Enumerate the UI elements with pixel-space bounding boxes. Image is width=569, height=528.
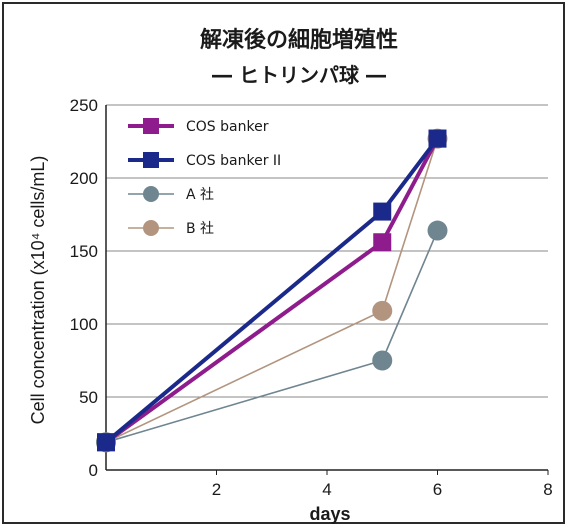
y-tick-label: 100	[70, 315, 98, 334]
legend-marker-square	[143, 118, 159, 134]
legend-marker-circle	[143, 186, 159, 202]
chart-subtitle: ― ヒトリンパ球 ―	[212, 63, 386, 87]
x-tick-label: 8	[543, 480, 552, 499]
legend: COS banker COS banker II A 社 B 社	[128, 118, 281, 237]
data-point-circle	[372, 300, 393, 321]
chart-title: 解凍後の細胞増殖性	[200, 27, 398, 53]
data-point-square	[97, 433, 115, 452]
tick-labels: 0 50 100 150 200 250 2 4 6 8	[70, 96, 553, 499]
y-tick-label: 200	[70, 169, 98, 188]
y-tick-label: 50	[79, 388, 98, 407]
legend-label: A 社	[186, 187, 214, 203]
x-tick-label: 2	[212, 480, 221, 499]
x-axis-label: days	[309, 504, 350, 524]
data-point-square	[373, 233, 392, 252]
data-point-circle	[427, 220, 448, 241]
y-tick-label: 250	[70, 96, 98, 115]
legend-label: COS banker	[186, 119, 269, 135]
legend-label: COS banker II	[186, 153, 281, 169]
y-tick-label: 150	[70, 242, 98, 261]
data-point-square	[428, 129, 447, 148]
data-point-square	[373, 202, 392, 221]
data-point-circle	[372, 350, 393, 371]
series-line-3	[105, 230, 439, 444]
x-tick-label: 6	[433, 480, 442, 499]
legend-marker-square	[143, 152, 159, 168]
y-tick-label: 0	[89, 461, 98, 480]
x-tick-label: 4	[322, 480, 331, 499]
gridlines	[106, 104, 548, 398]
legend-marker-circle	[143, 220, 159, 236]
y-axis-label: Cell concentration (x10⁴ cells/mL)	[28, 156, 48, 425]
series-group	[96, 128, 448, 453]
legend-label: B 社	[186, 221, 214, 237]
chart-frame	[2, 2, 565, 524]
